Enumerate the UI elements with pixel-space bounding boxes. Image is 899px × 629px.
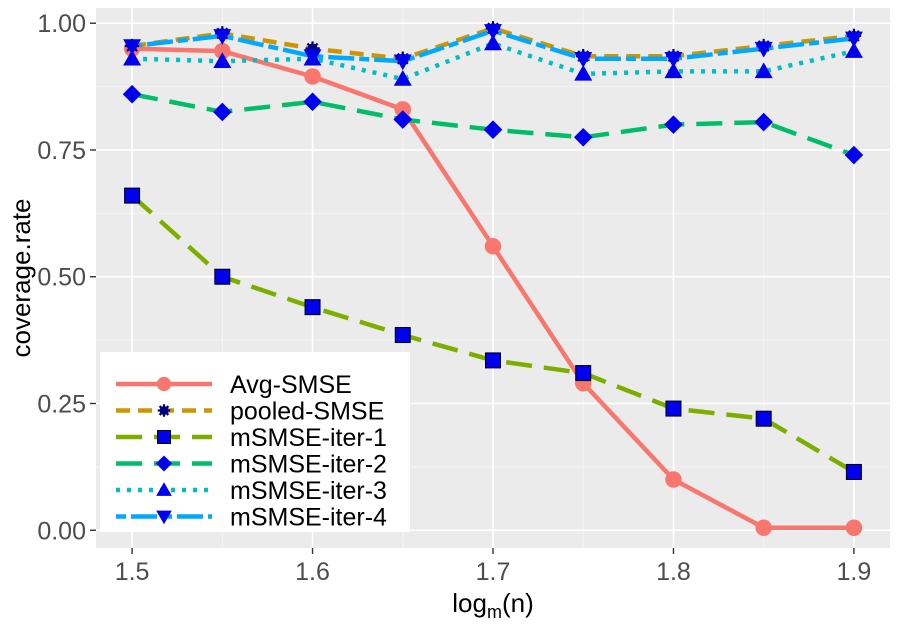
y-axis-title: coverage.rate: [6, 199, 36, 358]
data-point-msmse-iter-4: [844, 31, 863, 48]
legend-key-marker: [157, 404, 171, 417]
legend-label: mSMSE-iter-3: [230, 477, 387, 505]
legend-label: mSMSE-iter-4: [230, 504, 387, 532]
series-line-pooled-smse: [131, 26, 855, 61]
data-point-avg-smse: [304, 68, 321, 85]
y-tick-label: 0.00: [37, 517, 86, 545]
data-point-msmse-iter-4: [213, 29, 232, 45]
data-point-avg-smse: [394, 101, 412, 118]
data-point-msmse-iter-4: [484, 24, 502, 40]
data-point-msmse-iter-3: [123, 49, 142, 66]
legend-key-marker: [155, 455, 173, 472]
data-point-msmse-iter-2: [664, 115, 683, 134]
data-point-msmse-iter-1: [124, 187, 141, 204]
data-point-msmse-iter-3: [393, 69, 412, 86]
x-tick-label: 1.6: [295, 558, 330, 586]
data-point-avg-smse: [214, 42, 231, 60]
x-axis-ticks: 1.5 1.6 1.7 1.8 1.9: [115, 548, 872, 586]
data-point-avg-smse: [845, 519, 863, 536]
data-point-avg-smse: [484, 238, 502, 255]
data-point-msmse-iter-1: [485, 352, 501, 369]
x-tick-label: 1.7: [476, 558, 511, 586]
data-point-msmse-iter-2: [754, 112, 773, 132]
legend-key-marker: [156, 510, 172, 525]
x-tick-label: 1.8: [656, 558, 691, 586]
data-point-msmse-iter-1: [845, 463, 862, 480]
legend-key-marker: [156, 482, 172, 496]
data-point-msmse-iter-4: [664, 51, 683, 68]
legend-label: mSMSE-iter-1: [230, 424, 387, 452]
data-point-msmse-iter-1: [214, 268, 231, 285]
data-point-msmse-iter-2: [844, 145, 864, 165]
y-axis-ticks: 0.00 0.25 0.50 0.75 1.00: [37, 10, 96, 545]
y-tick-label: 0.75: [37, 137, 86, 165]
series-points: [122, 21, 864, 536]
data-point-msmse-iter-4: [303, 49, 322, 66]
data-point-msmse-iter-1: [575, 365, 592, 382]
data-point-avg-smse: [665, 471, 682, 488]
data-point-msmse-iter-2: [483, 120, 503, 139]
data-point-msmse-iter-4: [574, 51, 593, 68]
data-point-msmse-iter-1: [394, 327, 411, 344]
legend-label: Avg-SMSE: [230, 371, 352, 399]
data-point-msmse-iter-4: [123, 39, 142, 56]
data-point-msmse-iter-2: [393, 110, 413, 129]
data-point-msmse-iter-3: [574, 64, 593, 81]
data-point-msmse-iter-2: [573, 127, 593, 147]
legend-key-marker: [157, 430, 171, 444]
data-point-msmse-iter-3: [664, 62, 683, 79]
x-axis-title: logm(n): [452, 588, 533, 622]
y-tick-label: 0.50: [37, 264, 86, 292]
data-point-msmse-iter-3: [484, 34, 502, 51]
x-tick-label: 1.5: [115, 558, 150, 586]
data-point-msmse-iter-3: [844, 42, 863, 58]
x-axis-title-main: log: [452, 588, 487, 618]
data-point-msmse-iter-2: [213, 102, 232, 122]
data-point-msmse-iter-2: [303, 92, 322, 112]
data-point-msmse-iter-2: [122, 84, 142, 104]
data-point-msmse-iter-3: [754, 62, 773, 79]
data-point-msmse-iter-1: [304, 299, 321, 316]
y-tick-label: 0.25: [37, 390, 86, 418]
legend-label: mSMSE-iter-2: [230, 451, 387, 479]
data-point-msmse-iter-1: [755, 410, 772, 427]
y-tick-label: 1.00: [37, 10, 86, 38]
data-point-msmse-iter-4: [754, 41, 773, 58]
x-axis-title-subscript: m: [487, 602, 502, 622]
x-tick-label: 1.9: [837, 558, 872, 586]
legend-label: pooled-SMSE: [230, 398, 384, 426]
data-point-msmse-iter-4: [393, 54, 412, 71]
data-point-msmse-iter-3: [213, 52, 232, 68]
x-axis-title-tail: (n): [502, 588, 534, 618]
legend: Avg-SMSEpooled-SMSEmSMSE-iter-1mSMSE-ite…: [100, 352, 410, 532]
data-point-avg-smse: [755, 519, 772, 536]
legend-key-marker: [156, 376, 172, 392]
data-point-msmse-iter-1: [665, 400, 682, 417]
